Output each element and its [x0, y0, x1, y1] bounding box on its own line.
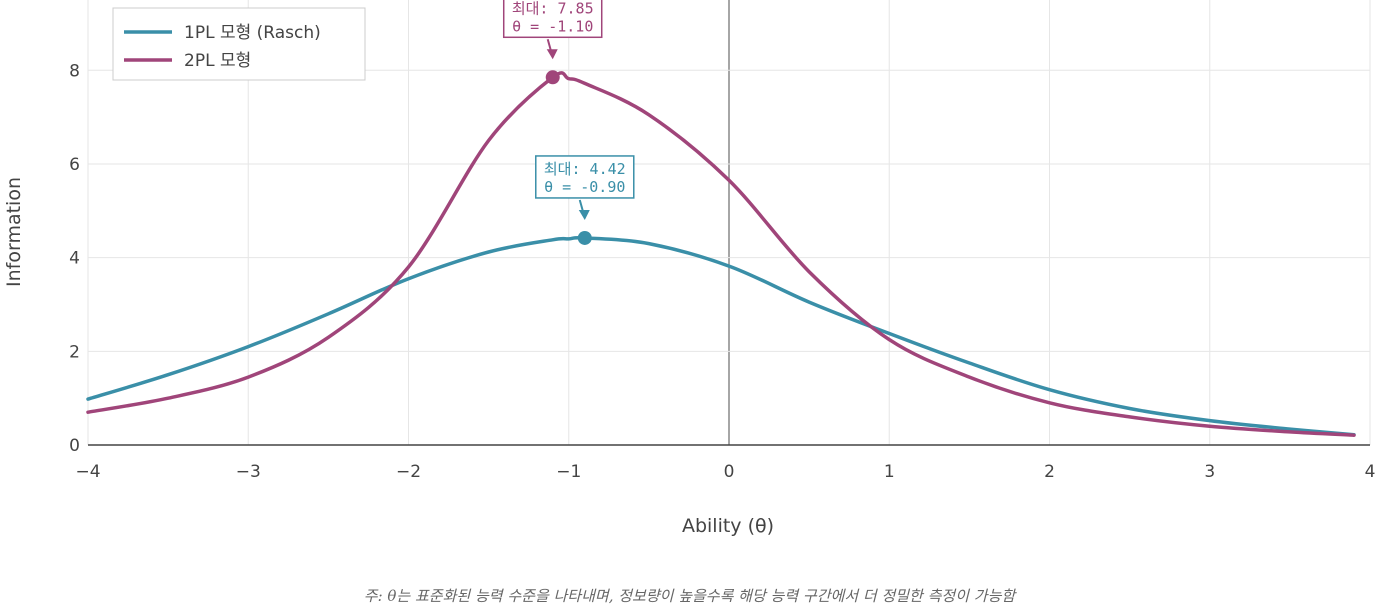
annotation-box — [535, 155, 635, 199]
peak-marker — [545, 70, 560, 85]
x-axis-label: Ability (θ) — [682, 515, 774, 537]
x-tick-label: 2 — [1044, 462, 1055, 482]
x-tick-label: 1 — [884, 462, 895, 482]
y-tick-label: 0 — [69, 436, 80, 456]
y-tick-label: 8 — [69, 61, 80, 81]
annotation-max-label: 최대: 4.42 — [544, 160, 626, 178]
axes: −4 −3 −2 −1 0 1 2 3 4 0 2 4 6 8 — [69, 61, 1375, 482]
annotation-arrowhead — [578, 209, 590, 220]
y-tick-label: 6 — [69, 155, 80, 175]
peak-annotations: 최대: 7.85θ = -1.10 최대: 4.42θ = -0.90 — [502, 0, 635, 220]
annotation-max-label: 최대: 7.85 — [512, 0, 594, 17]
series-lines — [86, 71, 1356, 437]
y-tick-label: 2 — [69, 342, 80, 362]
series-line-1 — [86, 236, 1356, 437]
x-tick-label: −1 — [556, 462, 581, 482]
legend-label: 2PL 모형 — [184, 51, 251, 71]
annotation-theta-label: θ = -0.90 — [544, 178, 625, 196]
x-tick-label: 0 — [724, 462, 735, 482]
annotation-box — [502, 0, 603, 39]
peak-markers — [545, 70, 592, 245]
x-tick-label: 4 — [1365, 462, 1376, 482]
x-tick-label: −2 — [396, 462, 421, 482]
x-tick-label: −3 — [236, 462, 261, 482]
legend-label: 1PL 모형 (Rasch) — [184, 23, 321, 43]
footnote: 주: θ는 표준화된 능력 수준을 나타내며, 정보량이 높을수록 해당 능력 … — [363, 587, 1016, 605]
x-tick-label: 3 — [1204, 462, 1215, 482]
x-tick-label: −4 — [75, 462, 100, 482]
series-line-2 — [86, 71, 1356, 437]
legend: 1PL 모형 (Rasch) 2PL 모형 — [112, 7, 366, 81]
legend-box — [112, 7, 366, 81]
annotation-theta-label: θ = -1.10 — [512, 17, 593, 35]
annotation-arrowhead — [546, 49, 558, 60]
peak-marker — [577, 230, 592, 245]
grid — [87, 0, 1371, 445]
y-axis-label: Information — [3, 177, 25, 287]
y-tick-label: 4 — [69, 249, 80, 269]
